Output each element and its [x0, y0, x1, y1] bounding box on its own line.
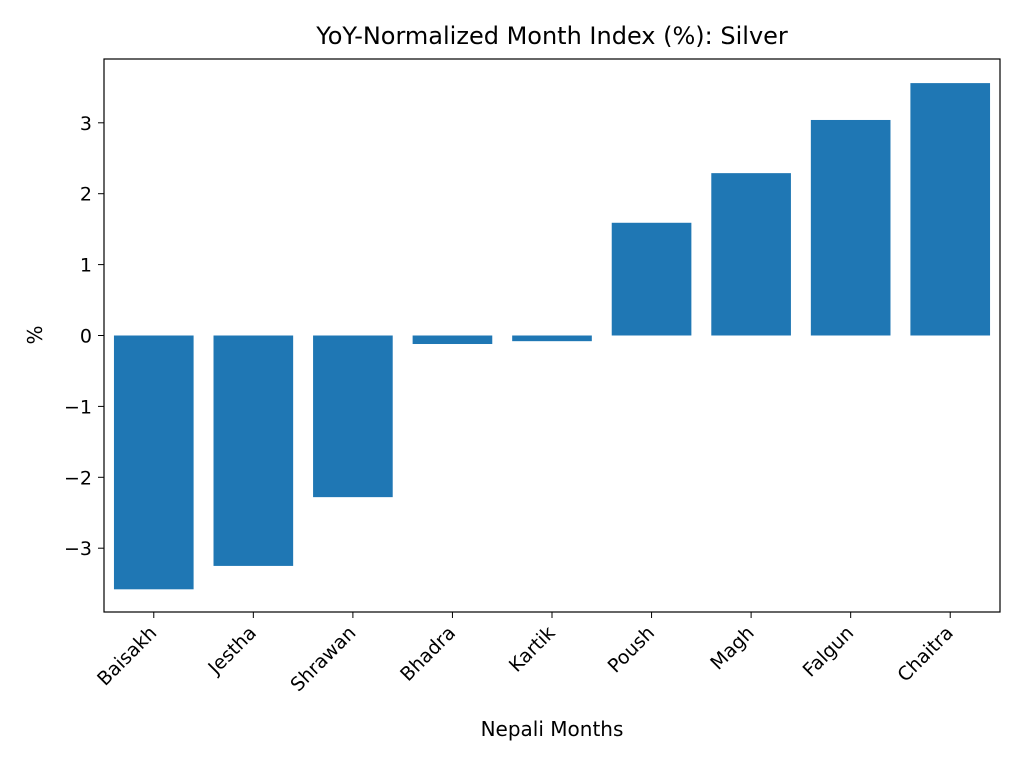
y-tick-label: −3 [64, 538, 92, 560]
x-axis-label: Nepali Months [481, 717, 624, 741]
y-tick-label: 3 [80, 113, 92, 135]
y-tick-label: 2 [80, 184, 92, 206]
y-axis-ticks: −3 −2 −1 0 1 2 3 [64, 113, 104, 560]
bar-falgun [810, 119, 891, 336]
y-axis-label: % [23, 325, 47, 344]
bar-kartik [512, 335, 592, 342]
plot-frame [103, 58, 1001, 613]
bar-shrawan [313, 335, 393, 498]
bar-chaitra [910, 83, 991, 336]
y-tick-label: −2 [64, 467, 92, 489]
bar-poush [611, 222, 692, 336]
chart-title: YoY-Normalized Month Index (%): Silver [315, 22, 788, 50]
y-tick-label: 0 [80, 326, 92, 348]
bar-jestha [213, 335, 294, 566]
y-tick-label: −1 [64, 396, 92, 418]
bar-magh [711, 173, 791, 336]
bar-baisakh [113, 335, 194, 590]
bar-bhadra [412, 335, 493, 345]
y-tick-label: 1 [80, 255, 92, 277]
bars-group [113, 83, 991, 590]
